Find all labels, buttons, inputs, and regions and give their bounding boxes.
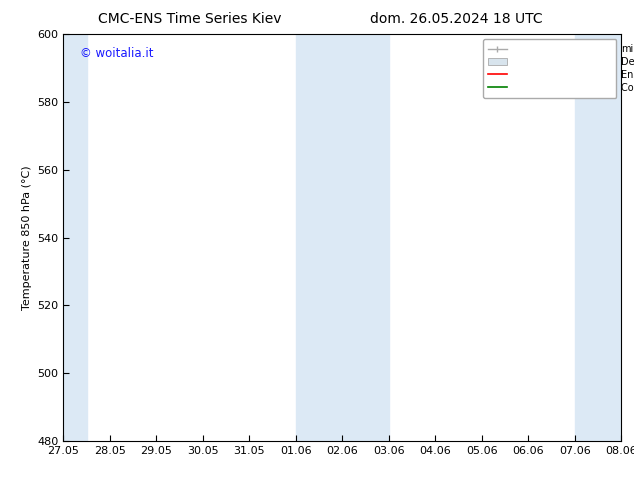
Text: dom. 26.05.2024 18 UTC: dom. 26.05.2024 18 UTC [370, 12, 543, 26]
Bar [63, 34, 87, 441]
Text: CMC-ENS Time Series Kiev: CMC-ENS Time Series Kiev [98, 12, 282, 26]
Bar [575, 34, 621, 441]
Bar [296, 34, 389, 441]
Text: © woitalia.it: © woitalia.it [80, 47, 153, 59]
Y-axis label: Temperature 850 hPa (°C): Temperature 850 hPa (°C) [22, 165, 32, 310]
Legend: min/max, Deviazione standard, Ensemble mean run, Controll run: min/max, Deviazione standard, Ensemble m… [483, 39, 616, 98]
